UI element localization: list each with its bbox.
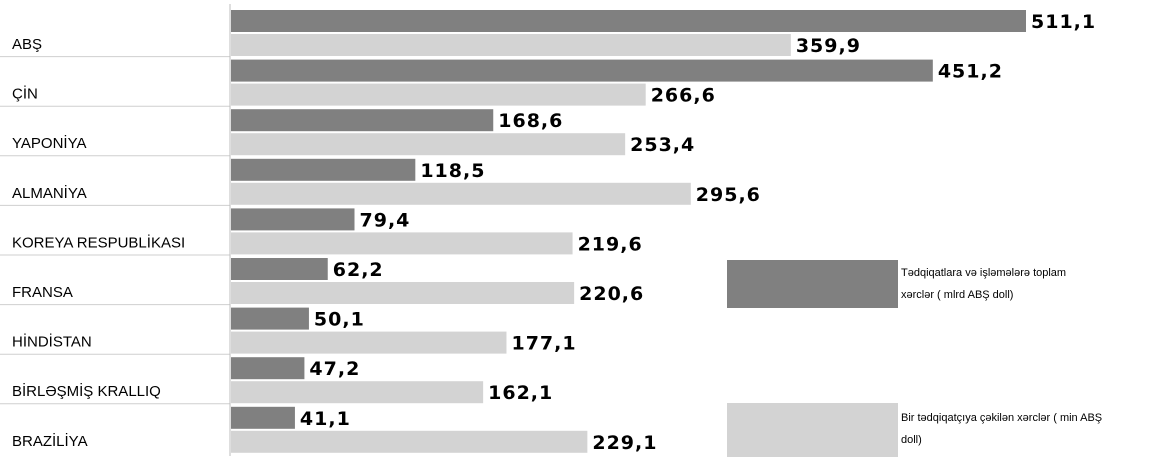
bar-series-2	[231, 83, 646, 106]
legend-label-series-2-line-2: doll)	[901, 434, 922, 446]
value-label-series-2: 359,9	[796, 35, 861, 57]
bar-series-2	[231, 430, 588, 453]
value-label-series-2: 229,1	[592, 432, 657, 454]
category-label: BRAZİLİYA	[12, 432, 88, 450]
legend-swatch-series-1	[727, 260, 898, 308]
legend-label-series-2-line-1: Bir tədqiqatçıya çəkilən xərclər ( min A…	[901, 412, 1102, 424]
bar-series-1	[231, 10, 1026, 32]
value-label-series-2: 219,6	[578, 233, 643, 255]
bar-series-1	[231, 208, 355, 231]
value-label-series-1: 50,1	[314, 309, 365, 331]
bar-series-2	[231, 282, 575, 304]
value-label-series-2: 177,1	[511, 333, 576, 355]
category-label: ALMANİYA	[12, 184, 87, 202]
category-label: YAPONİYA	[12, 134, 86, 152]
category-label: FRANSA	[12, 284, 73, 301]
row-separators	[0, 56, 230, 405]
bars	[231, 10, 1026, 453]
bar-series-1	[231, 109, 494, 132]
bar-series-1	[231, 158, 416, 181]
bar-series-2	[231, 232, 573, 255]
legend-swatch-series-2	[727, 403, 898, 457]
value-label-series-1: 62,2	[333, 259, 384, 281]
value-label-series-1: 79,4	[360, 209, 411, 231]
category-label: ABŞ	[12, 36, 42, 53]
value-label-series-2: 295,6	[696, 184, 761, 206]
value-labels: 511,1 359,9 451,2 266,6 168,6 253,4 118,5 295,6…	[300, 11, 1096, 454]
category-label: KOREYA RESPUBLİKASI	[12, 233, 185, 251]
value-label-series-1: 118,5	[420, 160, 485, 182]
value-label-series-2: 220,6	[579, 283, 644, 305]
bar-series-2	[231, 133, 626, 156]
legend: Tədqiqatlara və işləmələrə toplam xərclə…	[727, 260, 1102, 457]
bar-series-1	[231, 307, 309, 330]
value-label-series-2: 253,4	[630, 134, 695, 156]
value-label-series-2: 266,6	[651, 85, 716, 107]
category-labels: ABŞ ÇİN YAPONİYA ALMANİYA KOREYA RESPUBLİKAS…	[12, 36, 185, 450]
category-label: HİNDİSTAN	[12, 333, 92, 351]
bar-series-1	[231, 59, 933, 82]
value-label-series-2: 162,1	[488, 382, 553, 404]
bar-series-2	[231, 381, 484, 404]
value-label-series-1: 511,1	[1031, 11, 1096, 33]
bar-series-2	[231, 34, 791, 56]
value-label-series-1: 451,2	[938, 61, 1003, 83]
category-label: BİRLƏŞMİŞ KRALLIQ	[12, 382, 161, 400]
bar-series-1	[231, 406, 295, 429]
value-label-series-1: 41,1	[300, 408, 351, 430]
bar-series-2	[231, 182, 691, 205]
bar-series-2	[231, 331, 507, 354]
bar-series-1	[231, 258, 328, 280]
value-label-series-1: 168,6	[498, 110, 563, 132]
category-label: ÇİN	[12, 85, 38, 103]
legend-label-series-1-line-1: Tədqiqatlara və işləmələrə toplam	[901, 267, 1066, 279]
bar-series-1	[231, 357, 305, 380]
legend-label-series-1-line-2: xərclər ( mlrd ABŞ doll)	[901, 289, 1013, 301]
value-label-series-1: 47,2	[309, 358, 360, 380]
